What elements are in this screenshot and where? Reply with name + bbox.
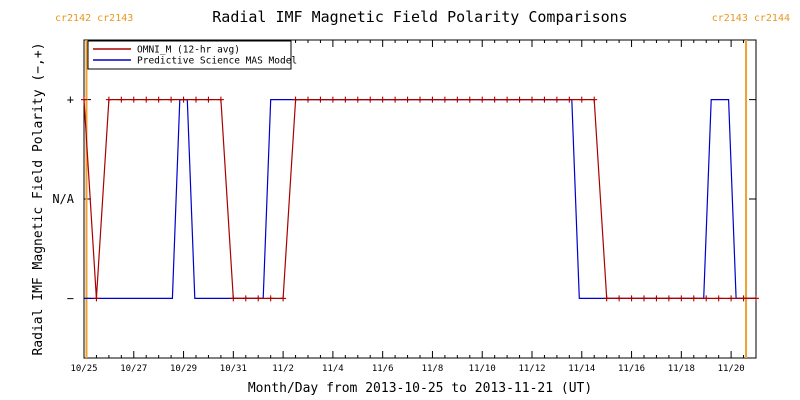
x-tick-label: 11/16	[618, 364, 645, 374]
data-point	[479, 96, 486, 103]
data-point	[441, 96, 448, 103]
data-point	[703, 295, 710, 302]
carrington-rotation-labels: cr2142 cr2143 cr2143 cr2144	[55, 13, 790, 24]
legend-box	[87, 40, 292, 70]
y-tick-label: +	[67, 93, 74, 107]
carrington-rotation-lines	[85, 40, 748, 358]
data-point	[193, 96, 199, 103]
axis-ticks	[83, 40, 757, 358]
y-tick-labels: + N/A −	[52, 93, 74, 306]
data-point	[491, 96, 498, 103]
data-point	[305, 96, 311, 103]
data-point	[143, 96, 150, 103]
y-axis-label: Radial IMF Magnetic Field Polarity (−,+)	[31, 42, 46, 355]
data-point	[242, 295, 249, 302]
data-point	[591, 96, 598, 103]
data-point	[367, 96, 374, 103]
series-line	[84, 98, 756, 299]
data-point	[529, 96, 535, 103]
data-point	[578, 96, 585, 103]
data-point	[504, 96, 511, 103]
data-point	[280, 295, 287, 302]
legend-entry: OMNI_M (12-hr avg)	[137, 45, 240, 56]
data-point	[466, 96, 473, 103]
data-point	[678, 295, 685, 302]
data-point	[516, 96, 523, 103]
data-point	[553, 96, 560, 103]
data-point	[342, 96, 349, 103]
chart-legend: OMNI_M (12-hr avg)Predictive Science MAS…	[87, 40, 297, 70]
data-point	[715, 295, 722, 302]
data-point	[753, 295, 759, 302]
data-point	[255, 295, 262, 302]
x-tick-label: 11/18	[668, 364, 695, 374]
data-point	[217, 96, 224, 103]
data-point	[230, 295, 237, 302]
data-point	[653, 295, 660, 302]
data-point	[81, 96, 87, 103]
x-tick-label: 10/31	[220, 364, 247, 374]
y-tick-label: −	[67, 291, 74, 305]
data-point	[155, 96, 162, 103]
x-tick-label: 11/20	[718, 364, 745, 374]
x-tick-label: 11/12	[518, 364, 545, 374]
data-point	[105, 96, 112, 103]
x-tick-label: 10/29	[170, 364, 197, 374]
data-point	[180, 96, 187, 103]
data-point	[541, 96, 548, 103]
x-tick-label: 11/6	[372, 364, 394, 374]
data-point	[93, 295, 100, 302]
data-point	[292, 96, 299, 103]
data-point	[317, 96, 324, 103]
data-point	[616, 295, 623, 302]
data-point	[329, 96, 336, 103]
x-axis-label: Month/Day from 2013-10-25 to 2013-11-21 …	[248, 381, 592, 396]
data-point	[728, 295, 735, 302]
data-point	[118, 96, 125, 103]
plot-frame	[83, 39, 757, 359]
x-tick-label: 11/14	[568, 364, 595, 374]
chart-title: Radial IMF Magnetic Field Polarity Compa…	[212, 8, 627, 26]
data-point	[205, 96, 212, 103]
x-tick-label: 11/4	[322, 364, 344, 374]
carrington-label: cr2142 cr2143	[55, 13, 133, 24]
x-tick-label: 11/2	[272, 364, 294, 374]
data-point	[168, 96, 175, 103]
x-tick-label: 10/25	[70, 364, 97, 374]
x-tick-label: 10/27	[120, 364, 147, 374]
data-point	[354, 96, 361, 103]
data-point	[740, 295, 747, 302]
data-point	[404, 96, 411, 103]
series-layer	[81, 96, 759, 302]
x-tick-label: 11/8	[422, 364, 444, 374]
data-point	[392, 96, 399, 103]
data-point	[690, 295, 697, 302]
data-point	[417, 96, 423, 103]
legend-entry: Predictive Science MAS Model	[137, 56, 297, 67]
y-tick-label: N/A	[52, 192, 74, 206]
x-tick-labels: 10/25 10/27 10/29 10/31 11/2 11/4 11/6 11/8 11/1…	[70, 364, 744, 374]
x-tick-label: 11/10	[469, 364, 496, 374]
series-line	[83, 98, 756, 299]
data-point	[379, 96, 386, 103]
data-point	[454, 96, 461, 103]
data-point	[665, 295, 672, 302]
data-point	[566, 96, 573, 103]
data-point	[641, 295, 647, 302]
data-point	[429, 96, 436, 103]
data-point	[603, 295, 610, 302]
carrington-label: cr2143 cr2144	[712, 13, 790, 24]
data-point	[130, 96, 137, 103]
data-point	[628, 295, 635, 302]
data-point	[267, 295, 274, 302]
